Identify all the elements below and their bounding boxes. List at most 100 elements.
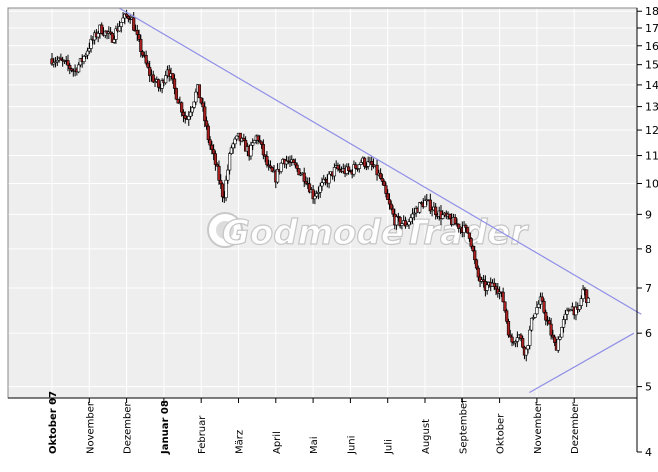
candle-body — [208, 139, 212, 146]
candle-body — [448, 213, 452, 219]
candle-body — [251, 142, 255, 146]
candle-body — [565, 309, 569, 315]
candle-body — [357, 164, 361, 169]
y-tick-label: 5 — [645, 381, 652, 394]
candle-body — [77, 64, 81, 73]
candle-body — [252, 140, 257, 144]
candle-body — [144, 55, 148, 64]
candle-body — [400, 223, 404, 226]
candle-body — [68, 64, 72, 69]
x-tick-label: Mai — [309, 436, 320, 454]
candle-body — [137, 34, 141, 40]
x-tick-label: Januar 08 — [160, 400, 171, 455]
candle-body — [398, 217, 402, 226]
y-tick-label: 15 — [645, 59, 658, 72]
candle-body — [581, 288, 585, 300]
support-trendline — [529, 332, 635, 394]
x-tick-label: März — [235, 430, 246, 454]
candle-body — [457, 223, 461, 229]
candle-body — [410, 213, 415, 219]
candle-body — [586, 297, 591, 303]
candle-body — [537, 303, 541, 308]
candle-body — [139, 38, 143, 52]
candle-body — [135, 30, 139, 35]
x-tick-label: Juli — [384, 439, 395, 455]
candle-body — [194, 91, 198, 103]
candle-body — [295, 164, 299, 169]
candle-body — [197, 84, 202, 99]
candle-body — [132, 17, 136, 31]
candle-body — [82, 56, 86, 62]
candle-body — [279, 162, 283, 172]
candle-body — [291, 159, 296, 163]
candle-body — [156, 79, 161, 88]
candle-body — [261, 144, 265, 156]
candle-body — [315, 193, 319, 197]
watermark-text: GodmodeTrader — [222, 213, 529, 253]
candle-body — [229, 147, 233, 154]
candle-body — [119, 22, 123, 27]
candle-body — [428, 199, 432, 212]
candle-body — [387, 199, 392, 205]
candle-body — [503, 301, 507, 312]
candle-body — [235, 135, 239, 140]
candle-body — [544, 312, 548, 321]
candle-body — [526, 345, 530, 350]
candle-body — [553, 336, 557, 343]
candle-body — [469, 238, 473, 247]
candle-body — [352, 164, 356, 175]
candle-body — [476, 267, 480, 278]
candle-body — [563, 313, 567, 320]
candle-body — [561, 319, 566, 328]
candle-body — [464, 225, 468, 228]
candle-body — [386, 193, 390, 200]
x-tick-label: April — [272, 431, 283, 454]
y-tick-label: 6 — [645, 327, 652, 340]
candle-body — [233, 138, 237, 145]
candle-body — [494, 286, 498, 290]
y-tick-label: 11 — [645, 150, 658, 163]
candle-body — [87, 48, 91, 52]
candle-body — [188, 111, 193, 117]
candle-body — [183, 115, 187, 119]
candle-body — [293, 162, 297, 166]
candle-body — [259, 141, 264, 145]
y-axis: 18 17 16 15 14 13 12 11 10 9 8 7 6 5 4 — [636, 5, 658, 459]
candle-body — [409, 217, 413, 223]
candle-body — [203, 106, 207, 122]
candle-body — [380, 178, 384, 182]
candle-body — [441, 214, 445, 219]
candle-body — [226, 169, 230, 181]
candle-body — [151, 74, 155, 83]
trendlines — [118, 7, 642, 394]
x-tick-label: November — [85, 401, 96, 454]
candle-body — [389, 203, 393, 210]
candle-body — [210, 144, 214, 150]
candle-body — [430, 209, 434, 212]
candle-body — [201, 102, 205, 108]
candle-body — [558, 336, 562, 340]
candle-body — [297, 168, 301, 176]
candle-body — [370, 160, 374, 165]
candle-body — [66, 60, 70, 66]
y-tick-label: 9 — [645, 208, 652, 221]
candle-body — [332, 167, 337, 177]
y-tick-label: 7 — [645, 282, 652, 295]
candle-body — [505, 310, 509, 322]
y-tick-label: 17 — [645, 22, 658, 35]
candle-body — [171, 73, 175, 80]
candle-body — [336, 165, 340, 170]
candle-body — [190, 107, 194, 113]
x-tick-label: Juni — [346, 436, 357, 455]
candle-body — [85, 50, 90, 56]
candle-body — [204, 120, 209, 127]
x-tick-label: November — [533, 401, 544, 454]
candle-body — [313, 195, 317, 200]
candle-body — [359, 162, 363, 165]
candle-body — [556, 338, 560, 351]
candle-body — [453, 216, 457, 224]
candle-body — [366, 161, 370, 167]
candle-body — [384, 185, 388, 194]
candle-body — [501, 291, 505, 303]
